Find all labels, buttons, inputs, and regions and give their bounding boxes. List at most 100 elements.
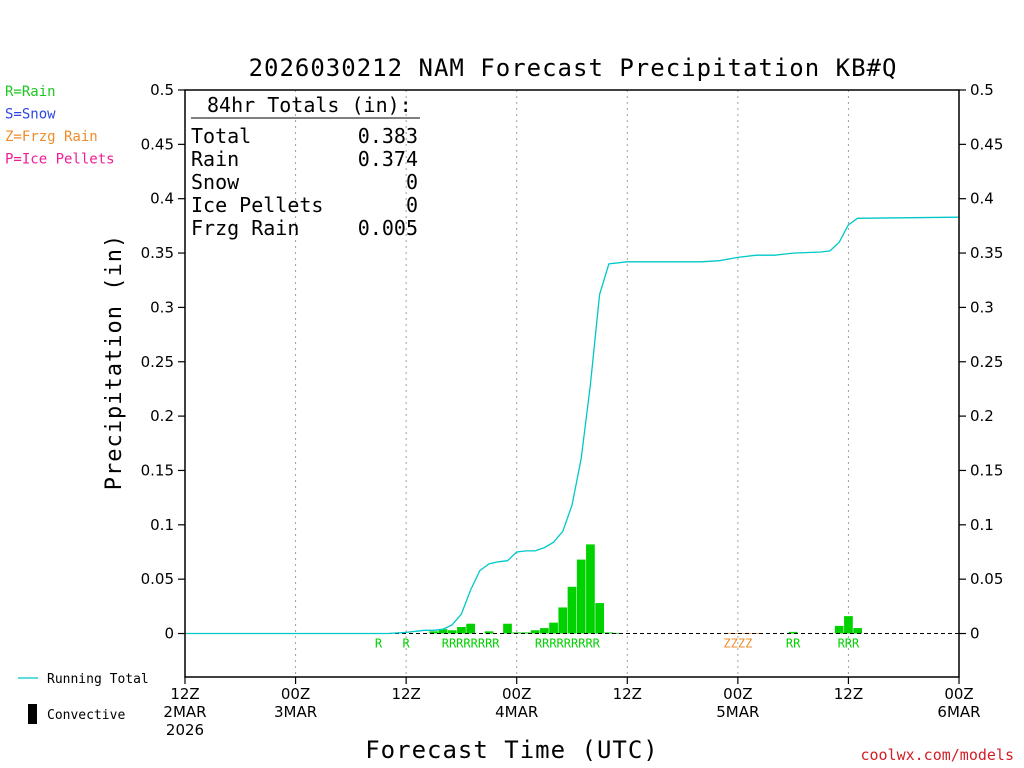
credit-link[interactable]: coolwx.com/models — [860, 746, 1014, 764]
x-tick-label: 00Z — [281, 685, 310, 703]
precip-bar — [530, 630, 540, 634]
totals-row-value: 0.005 — [358, 216, 418, 240]
x-tick-label: 00Z — [723, 685, 752, 703]
chart-gridlines — [295, 90, 849, 677]
y-tick-label: 0.5 — [150, 81, 174, 99]
y-tick-label-right: 0.15 — [970, 461, 1003, 479]
series-legend-label: Running Total — [47, 672, 149, 687]
x-axis-label: Forecast Time (UTC) — [365, 736, 659, 764]
plot-frame — [184, 89, 960, 678]
precip-bar — [457, 626, 466, 634]
x-tick-label: 3MAR — [274, 703, 317, 721]
x-tick-label: 00Z — [944, 685, 973, 703]
precip-bar — [595, 603, 604, 634]
precip-type-label: RRRRRRRRR — [535, 637, 601, 651]
precip-bar — [853, 628, 862, 634]
totals-row-label: Snow — [191, 170, 240, 194]
precip-bar — [438, 629, 448, 634]
y-axis-left: 0 0.05 0.1 0.15 0.2 0.25 0.3 0.35 0.4 0.45 0.5 — [141, 81, 185, 643]
y-tick-label-right: 0.5 — [970, 81, 994, 99]
y-tick-label-right: 0 — [970, 625, 980, 643]
totals-row-value: 0 — [406, 170, 418, 194]
precip-bar — [429, 631, 439, 634]
y-tick-label-right: 0.25 — [970, 353, 1003, 371]
y-tick-label: 0.2 — [150, 407, 174, 425]
precip-bar — [567, 586, 577, 634]
precip-bar — [613, 632, 623, 634]
precip-bar — [447, 630, 457, 634]
x-tick-label: 2026 — [166, 721, 204, 739]
y-tick-label: 0.45 — [141, 135, 174, 153]
precip-type-label: R — [403, 637, 411, 651]
precip-bar — [521, 632, 531, 634]
precip-bar — [733, 632, 743, 634]
precip-bar — [484, 631, 494, 634]
precip-bars — [429, 544, 862, 634]
totals-row-value: 0 — [406, 193, 418, 217]
x-tick-label: 12Z — [170, 685, 199, 703]
precip-type-label: ZZZZ — [723, 637, 752, 651]
y-tick-label: 0 — [164, 625, 174, 643]
type-legend-item: S=Snow — [5, 107, 56, 123]
precip-bar — [586, 544, 595, 634]
precip-bar — [844, 616, 853, 634]
type-legend-item: P=Ice Pellets — [5, 152, 115, 168]
precip-type-labels: R R RRRRRRRR RRRRRRRRR ZZZZ RR RRR — [375, 637, 860, 651]
y-tick-label-right: 0.4 — [970, 190, 994, 208]
y-axis-label: Precipitation (in) — [102, 234, 127, 490]
totals-heading: 84hr Totals (in): — [207, 93, 412, 117]
precip-type-label: RRR — [838, 637, 860, 651]
precip-bar — [576, 559, 586, 634]
precip-bar — [549, 622, 558, 634]
x-tick-label: 2MAR — [163, 703, 206, 721]
precip-bar — [724, 632, 733, 634]
y-tick-label-right: 0.05 — [970, 570, 1003, 588]
totals-row-label: Total — [191, 124, 251, 148]
y-tick-label: 0.05 — [141, 570, 174, 588]
precip-bar — [503, 623, 512, 634]
y-tick-label: 0.15 — [141, 461, 174, 479]
series-legend-label: Convective — [47, 708, 125, 723]
x-tick-label: 6MAR — [937, 703, 980, 721]
x-tick-label: 12Z — [613, 685, 642, 703]
y-tick-label-right: 0.2 — [970, 407, 994, 425]
precip-bar — [540, 628, 549, 634]
y-tick-label: 0.4 — [150, 190, 174, 208]
precip-bar — [751, 632, 761, 634]
chart-title: 2026030212 NAM Forecast Precipitation KB… — [249, 54, 898, 82]
y-tick-label: 0.1 — [150, 516, 174, 534]
precip-bar — [466, 623, 475, 634]
y-tick-label: 0.25 — [141, 353, 174, 371]
precip-bar — [604, 632, 614, 634]
type-legend-item: R=Rain — [5, 84, 56, 100]
x-tick-label: 00Z — [502, 685, 531, 703]
y-tick-label: 0.35 — [141, 244, 174, 262]
y-tick-label: 0.3 — [150, 298, 174, 316]
precip-bar — [834, 625, 844, 634]
y-tick-label-right: 0.45 — [970, 135, 1003, 153]
type-legend-item: Z=Frzg Rain — [5, 129, 98, 145]
precip-bar — [512, 632, 522, 634]
convective-legend-swatch — [28, 704, 37, 724]
y-axis-right: 0 0.05 0.1 0.15 0.2 0.25 0.3 0.35 0.4 0.45 0.5 — [959, 81, 1003, 643]
precip-type-label: RR — [786, 637, 801, 651]
totals-row-label: Ice Pellets — [191, 193, 323, 217]
x-tick-label: 5MAR — [716, 703, 759, 721]
precip-type-label: RRRRRRRR — [442, 637, 501, 651]
series-legend: Running Total Convective — [18, 672, 149, 724]
x-tick-label: 12Z — [391, 685, 420, 703]
x-tick-label: 12Z — [834, 685, 863, 703]
y-tick-label-right: 0.35 — [970, 244, 1003, 262]
totals-row-label: Frzg Rain — [191, 216, 299, 240]
running-total-line — [185, 216, 960, 635]
totals-row-label: Rain — [191, 147, 239, 171]
y-tick-label-right: 0.1 — [970, 516, 994, 534]
y-tick-label-right: 0.3 — [970, 298, 994, 316]
precip-bar — [558, 607, 568, 634]
precip-type-label: R — [375, 637, 383, 651]
totals-row-value: 0.374 — [358, 147, 418, 171]
precip-bar — [788, 631, 798, 634]
x-tick-label: 4MAR — [495, 703, 538, 721]
